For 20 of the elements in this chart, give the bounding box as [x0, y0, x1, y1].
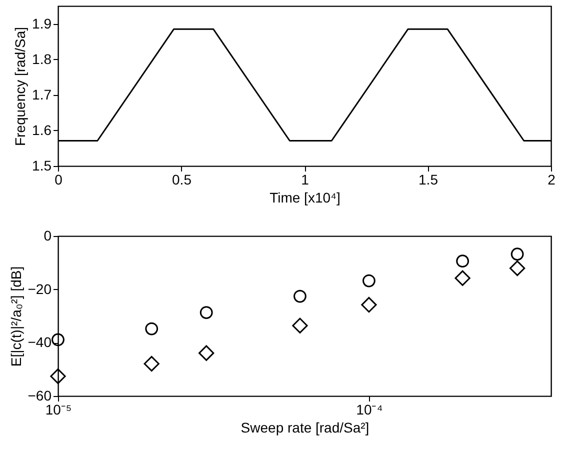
- y-axis-title: Frequency [rad/Sa]: [12, 26, 28, 146]
- x-tick-label: 2: [548, 172, 556, 188]
- y-tick-label: −20: [28, 280, 52, 297]
- x-tick-label: 1.5: [418, 172, 438, 188]
- y-tick-label: 1.9: [32, 15, 52, 32]
- y-axis-title: E[|c(t)|²/a₀²] [dB]: [8, 266, 24, 367]
- x-tick-label: 10⁻⁵: [45, 402, 72, 418]
- x-axis-title: Time [x10⁴]: [270, 190, 340, 206]
- y-tick-label: 1.8: [32, 50, 52, 67]
- y-tick-label: −60: [28, 388, 52, 404]
- x-axis-title: Sweep rate [rad/Sa²]: [240, 420, 370, 436]
- y-tick-label: 1.5: [32, 158, 52, 174]
- y-tick-label: 1.6: [32, 122, 52, 138]
- x-tick-label: 0: [54, 172, 63, 188]
- x-tick-label: 10⁻⁴: [356, 402, 383, 418]
- y-tick-label: 0: [44, 228, 52, 244]
- x-tick-label: 1: [301, 172, 310, 188]
- y-tick-label: −40: [28, 334, 52, 350]
- y-tick-label: 1.7: [32, 86, 52, 102]
- x-tick-label: 0.5: [172, 172, 192, 188]
